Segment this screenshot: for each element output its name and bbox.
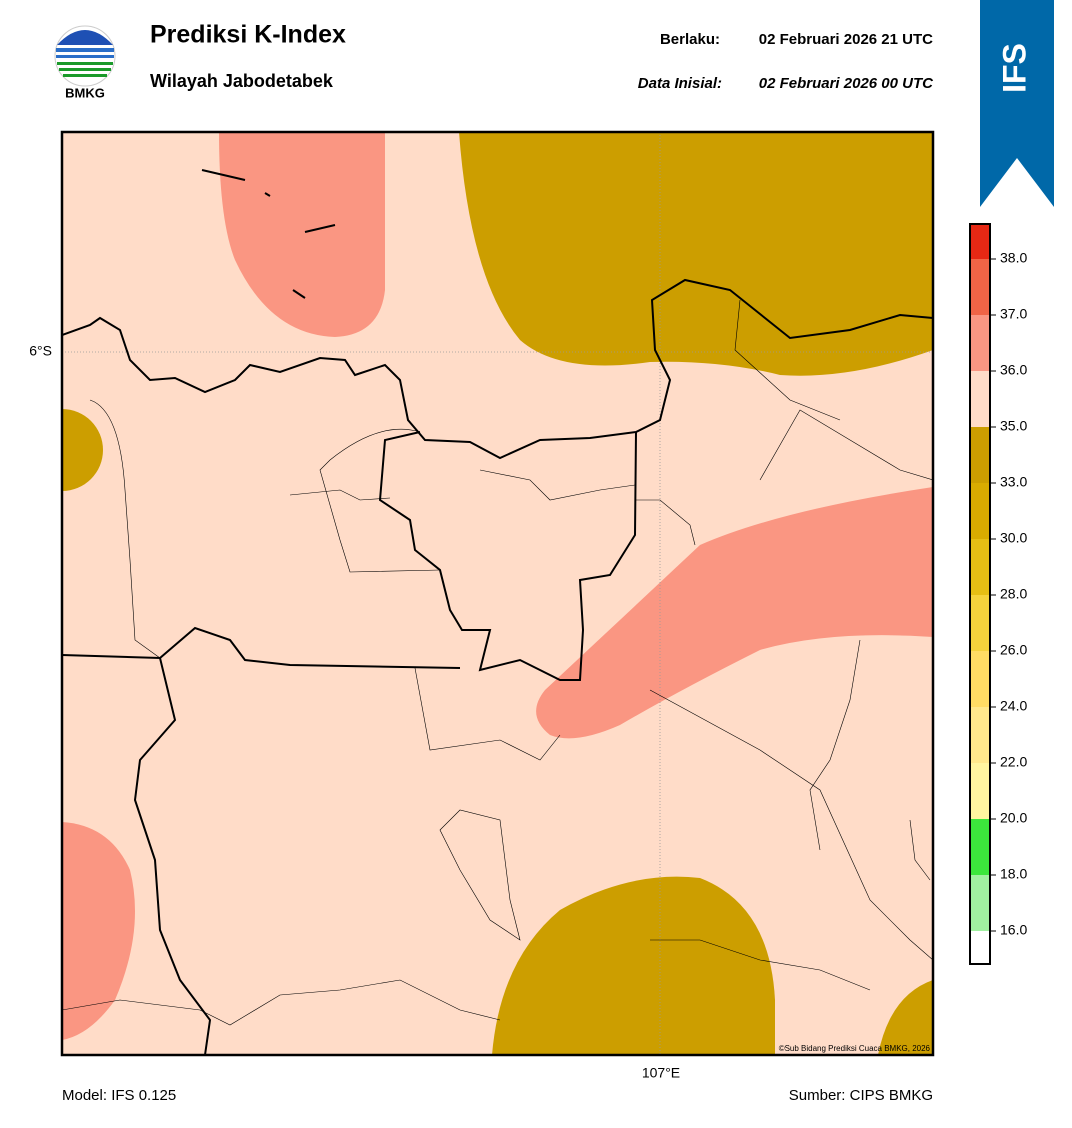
colorbar-segment <box>970 259 990 315</box>
contour <box>536 487 933 739</box>
colorbar-segment <box>970 819 990 875</box>
map-frame <box>60 130 935 1057</box>
init-label: Data Inisial: <box>638 75 722 92</box>
contour <box>878 980 933 1055</box>
contour <box>62 822 135 1040</box>
colorbar-segment <box>970 875 990 931</box>
badge-text: IFS <box>996 43 1032 93</box>
colorbar: 16.0 18.0 20.0 22.0 24.0 26.0 28.0 30.0 33.0 35.0… <box>969 223 1027 965</box>
init-time: 02 Februari 2026 00 UTC <box>759 75 934 92</box>
badge <box>980 0 1054 207</box>
colorbar-segment <box>970 427 990 483</box>
logo-text: BMKG <box>65 85 105 100</box>
colorbar-tick-label: 16.0 <box>1000 922 1027 938</box>
colorbar-frame <box>969 223 991 965</box>
colorbar-tick-label: 38.0 <box>1000 250 1027 266</box>
valid-time: 02 Februari 2026 21 UTC <box>759 31 933 48</box>
colorbar-segment <box>970 595 990 651</box>
colorbar-segment <box>970 651 990 707</box>
colorbar-segment <box>970 371 990 427</box>
source-label: Sumber: CIPS BMKG <box>789 1087 933 1104</box>
colorbar-tick-label: 37.0 <box>1000 306 1027 322</box>
colorbar-segment <box>970 707 990 763</box>
contour <box>62 409 103 491</box>
map: ©Sub Bidang Prediksi Cuaca BMKG, 2026 <box>62 132 933 1055</box>
title: Prediksi K-Index <box>150 21 346 49</box>
colorbar-tick-label: 20.0 <box>1000 810 1027 826</box>
colorbar-tick-label: 35.0 <box>1000 418 1027 434</box>
colorbar-segment <box>970 763 990 819</box>
colorbar-segment <box>970 483 990 539</box>
colorbar-segment <box>970 539 990 595</box>
contour <box>459 132 933 376</box>
colorbar-tick-label: 30.0 <box>1000 530 1027 546</box>
contour <box>492 876 775 1055</box>
colorbar-segment <box>970 315 990 371</box>
copyright: ©Sub Bidang Prediksi Cuaca BMKG, 2026 <box>779 1044 931 1053</box>
colorbar-tick-label: 18.0 <box>1000 866 1027 882</box>
colorbar-segment <box>970 931 990 964</box>
valid-label: Berlaku: <box>660 31 720 48</box>
colorbar-tick-label: 24.0 <box>1000 698 1027 714</box>
lon-label: 107°E <box>642 1065 680 1081</box>
colorbar-tick-label: 26.0 <box>1000 642 1027 658</box>
contour <box>219 132 385 337</box>
model-label: Model: IFS 0.125 <box>62 1087 176 1104</box>
colorbar-segment <box>970 224 990 259</box>
colorbar-tick-label: 22.0 <box>1000 754 1027 770</box>
colorbar-tick-label: 28.0 <box>1000 586 1027 602</box>
subtitle: Wilayah Jabodetabek <box>150 71 334 91</box>
bmkg-logo: BMKG <box>54 25 116 100</box>
colorbar-tick-label: 36.0 <box>1000 362 1027 378</box>
lat-label: 6°S <box>29 343 52 359</box>
colorbar-tick-label: 33.0 <box>1000 474 1027 490</box>
